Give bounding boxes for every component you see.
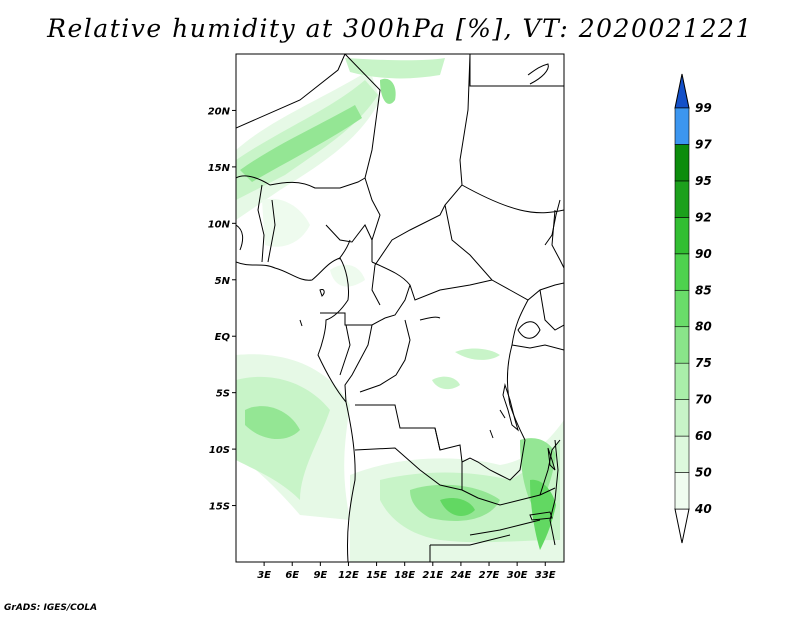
country-borders — [236, 54, 564, 562]
lon-tick-label: 6E — [285, 570, 299, 581]
colorbar: 40 50 60 70 75 80 85 90 92 95 97 99 — [674, 73, 712, 544]
lat-tick-label: 15S — [209, 502, 230, 513]
lat-tick-label: 5N — [215, 276, 231, 287]
colorbar-segment — [674, 253, 690, 291]
colorbar-under-triangle — [674, 508, 690, 544]
colorbar-over-triangle — [674, 73, 690, 109]
colorbar-label: 97 — [695, 137, 712, 151]
colorbar-segment — [674, 472, 690, 510]
colorbar-label: 60 — [695, 429, 712, 443]
colorbar-label: 90 — [695, 247, 712, 261]
colorbar-segment — [674, 326, 690, 364]
lon-tick-label: 18E — [394, 570, 415, 581]
colorbar-segment — [674, 217, 690, 255]
lon-tick-label: 9E — [313, 570, 327, 581]
colorbar-segment — [674, 144, 690, 182]
lat-tick-label: 20N — [208, 106, 231, 117]
lat-tick-label: 15N — [208, 163, 231, 174]
lon-tick-label: 12E — [338, 570, 359, 581]
grads-credit: GrADS: IGES/COLA — [4, 603, 98, 613]
colorbar-segment — [674, 435, 690, 473]
humidity-shading — [236, 58, 564, 562]
lon-tick-label: 27E — [479, 570, 500, 581]
lon-tick-label: 33E — [535, 570, 556, 581]
colorbar-label: 40 — [694, 502, 712, 516]
colorbar-label: 99 — [695, 101, 712, 115]
lon-tick-label: 3E — [257, 570, 271, 581]
lon-tick-label: 21E — [422, 570, 443, 581]
lat-tick-label: 10N — [208, 219, 231, 230]
colorbar-label: 85 — [695, 283, 712, 297]
map-title: Relative humidity at 300hPa [%], VT: 202… — [47, 14, 753, 43]
colorbar-label: 75 — [695, 356, 712, 370]
lat-tick-label: 10S — [209, 445, 230, 456]
lon-tick-label: 30E — [507, 570, 528, 581]
colorbar-label: 92 — [695, 210, 712, 224]
colorbar-segment — [674, 399, 690, 437]
lon-tick-label: 15E — [366, 570, 387, 581]
colorbar-label: 70 — [695, 393, 712, 407]
colorbar-label: 95 — [695, 174, 712, 188]
colorbar-segment — [674, 107, 690, 145]
longitude-axis: 3E 6E 9E 12E 15E 18E 21E 24E 27E 30E 33E — [257, 562, 556, 581]
map-frame — [235, 53, 565, 563]
colorbar-label: 50 — [695, 466, 712, 480]
colorbar-segment — [674, 362, 690, 400]
lat-tick-label: 5S — [216, 389, 230, 400]
colorbar-label: 80 — [695, 320, 712, 334]
colorbar-segment — [674, 180, 690, 218]
latitude-axis: 20N 15N 10N 5N EQ 5S 10S 15S — [208, 106, 236, 513]
lat-tick-label: EQ — [215, 332, 231, 343]
colorbar-segment — [674, 289, 690, 328]
lon-tick-label: 24E — [451, 570, 472, 581]
